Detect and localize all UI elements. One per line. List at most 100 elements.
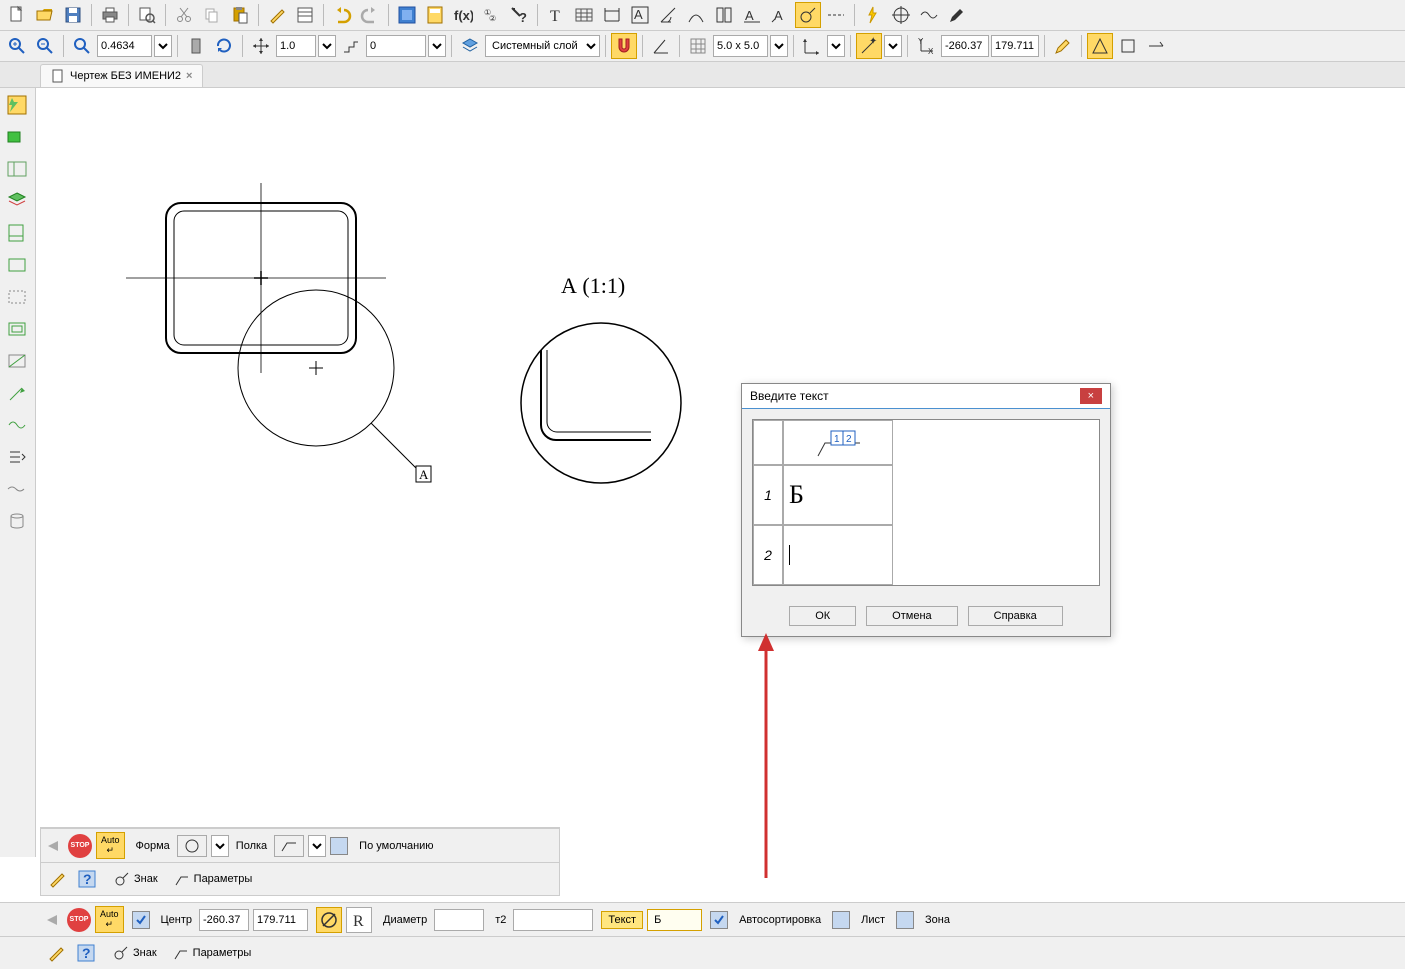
redo-icon[interactable] bbox=[357, 2, 383, 28]
angle-icon[interactable] bbox=[648, 33, 674, 59]
side-grid-icon[interactable] bbox=[2, 154, 32, 184]
coord-x-input[interactable] bbox=[941, 35, 989, 57]
stop-button-2[interactable]: STOP bbox=[67, 908, 91, 932]
dim-angle-icon[interactable] bbox=[655, 2, 681, 28]
scale-dropdown[interactable] bbox=[318, 35, 336, 57]
diameter-input[interactable] bbox=[434, 909, 484, 931]
help2-icon[interactable]: ? bbox=[74, 866, 100, 892]
dim-dash-icon[interactable] bbox=[823, 2, 849, 28]
snap-icon[interactable]: ✦ bbox=[856, 33, 882, 59]
save-icon[interactable] bbox=[60, 2, 86, 28]
stop-button[interactable]: STOP bbox=[68, 834, 92, 858]
params-tab[interactable]: Параметры bbox=[168, 869, 259, 889]
zoom-dropdown[interactable] bbox=[154, 35, 172, 57]
origin-icon[interactable] bbox=[799, 33, 825, 59]
origin-dropdown[interactable] bbox=[827, 35, 845, 57]
text-input[interactable] bbox=[647, 909, 702, 931]
coord-icon[interactable]: YX bbox=[913, 33, 939, 59]
side-line-icon[interactable] bbox=[2, 346, 32, 376]
layers-icon[interactable] bbox=[457, 33, 483, 59]
dim-stack-icon[interactable] bbox=[711, 2, 737, 28]
forma-dropdown[interactable] bbox=[211, 835, 229, 857]
brush-icon[interactable] bbox=[264, 2, 290, 28]
text-tool-icon[interactable]: T bbox=[543, 2, 569, 28]
calc-icon[interactable] bbox=[422, 2, 448, 28]
side-wave-icon[interactable] bbox=[2, 410, 32, 440]
params-tab-2[interactable]: Параметры bbox=[167, 943, 258, 963]
save-blue-icon[interactable] bbox=[394, 2, 420, 28]
center-check[interactable] bbox=[132, 911, 150, 929]
snap-dropdown[interactable] bbox=[884, 35, 902, 57]
move-icon[interactable] bbox=[248, 33, 274, 59]
zoom-fit-icon[interactable] bbox=[69, 33, 95, 59]
undo-icon[interactable] bbox=[329, 2, 355, 28]
offset-input[interactable] bbox=[366, 35, 426, 57]
polka-select[interactable] bbox=[274, 835, 304, 857]
brush2-icon[interactable] bbox=[44, 866, 70, 892]
layer-select[interactable]: Системный слой (0) bbox=[485, 35, 600, 57]
properties-icon[interactable] bbox=[292, 2, 318, 28]
dim-h-icon[interactable]: А bbox=[739, 2, 765, 28]
refresh-icon[interactable] bbox=[211, 33, 237, 59]
zoom-in-icon[interactable] bbox=[4, 33, 30, 59]
copy-icon[interactable] bbox=[199, 2, 225, 28]
diameter-icon[interactable] bbox=[316, 907, 342, 933]
grid-dropdown[interactable] bbox=[770, 35, 788, 57]
shape3-icon[interactable] bbox=[1143, 33, 1169, 59]
shape-tool-icon[interactable] bbox=[1087, 33, 1113, 59]
dim-a-icon[interactable]: А bbox=[767, 2, 793, 28]
pen-icon[interactable] bbox=[944, 2, 970, 28]
side-dash-icon[interactable] bbox=[2, 282, 32, 312]
auto-button[interactable]: Auto↵ bbox=[96, 832, 125, 859]
new-icon[interactable] bbox=[4, 2, 30, 28]
side-frame-icon[interactable] bbox=[2, 314, 32, 344]
side-cylinder-icon[interactable] bbox=[2, 506, 32, 536]
default-checkbox[interactable] bbox=[330, 837, 348, 855]
cut-icon[interactable] bbox=[171, 2, 197, 28]
t2-input[interactable] bbox=[513, 909, 593, 931]
side-green-icon[interactable] bbox=[2, 122, 32, 152]
bolt-icon[interactable] bbox=[860, 2, 886, 28]
forma-select[interactable] bbox=[177, 835, 207, 857]
zona-check[interactable] bbox=[896, 911, 914, 929]
auto-button-2[interactable]: Auto↵ bbox=[95, 906, 124, 933]
help-icon[interactable]: ? bbox=[506, 2, 532, 28]
help-button[interactable]: Справка bbox=[968, 606, 1063, 626]
magnet-icon[interactable] bbox=[611, 33, 637, 59]
znak-tab-2[interactable]: Знак bbox=[107, 943, 163, 963]
print-icon[interactable] bbox=[97, 2, 123, 28]
help3-icon[interactable]: ? bbox=[73, 940, 99, 966]
fx-icon[interactable]: f(x) bbox=[450, 2, 476, 28]
open-icon[interactable] bbox=[32, 2, 58, 28]
row2-value[interactable] bbox=[783, 525, 893, 585]
back-icon-2[interactable] bbox=[43, 913, 63, 927]
side-macro-icon[interactable] bbox=[2, 90, 32, 120]
coord-y-input[interactable] bbox=[991, 35, 1039, 57]
zoom-out-icon[interactable] bbox=[32, 33, 58, 59]
edit-pen-icon[interactable] bbox=[1050, 33, 1076, 59]
drawing-canvas[interactable]: А А (1:1) Введите текст × 12 1 Б bbox=[36, 88, 1405, 857]
dim1-icon[interactable] bbox=[599, 2, 625, 28]
order-icon[interactable]: ①② bbox=[478, 2, 504, 28]
back-icon[interactable] bbox=[44, 839, 64, 853]
tab-close-icon[interactable]: × bbox=[186, 70, 192, 82]
grid-icon[interactable] bbox=[685, 33, 711, 59]
side-list-icon[interactable] bbox=[2, 442, 32, 472]
step-icon[interactable] bbox=[338, 33, 364, 59]
brush3-icon[interactable] bbox=[43, 940, 69, 966]
wave-icon[interactable] bbox=[916, 2, 942, 28]
znak-tab[interactable]: Знак bbox=[108, 869, 164, 889]
preview-icon[interactable] bbox=[134, 2, 160, 28]
grid-input[interactable] bbox=[713, 35, 768, 57]
dim-arc-icon[interactable] bbox=[683, 2, 709, 28]
table-icon[interactable] bbox=[571, 2, 597, 28]
scale-input[interactable] bbox=[276, 35, 316, 57]
radius-icon[interactable]: R bbox=[346, 907, 372, 933]
cancel-button[interactable]: Отмена bbox=[866, 606, 957, 626]
side-arrow-icon[interactable] bbox=[2, 378, 32, 408]
cx-input[interactable] bbox=[199, 909, 249, 931]
target-icon[interactable] bbox=[888, 2, 914, 28]
document-tab[interactable]: Чертеж БЕЗ ИМЕНИ2 × bbox=[40, 64, 203, 87]
side-sheet-icon[interactable] bbox=[2, 218, 32, 248]
zoom-input[interactable] bbox=[97, 35, 152, 57]
